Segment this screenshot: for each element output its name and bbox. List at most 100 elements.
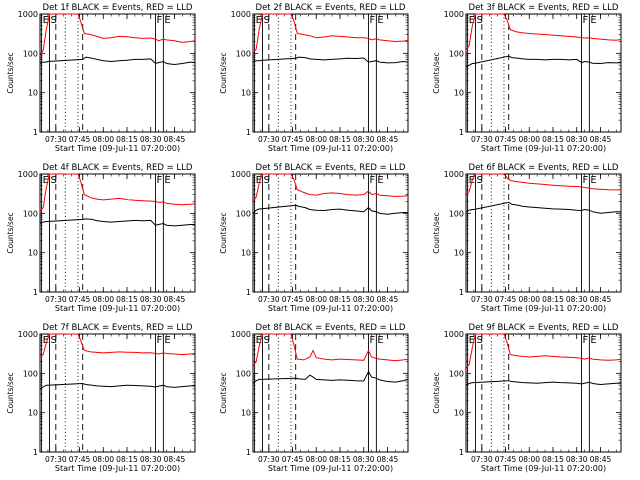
interval-marker-label: E — [377, 175, 383, 186]
x-tick-label: 07:45 — [69, 455, 91, 464]
y-axis-label: Counts/sec — [219, 52, 228, 93]
x-tick-label: 08:30 — [353, 135, 375, 144]
series-line-events — [465, 201, 621, 214]
x-axis-label: Start Time (09-Jul-11 07:20:00) — [55, 304, 180, 313]
plot-frame — [252, 333, 409, 453]
interval-marker-label: E — [164, 15, 170, 26]
x-tick-label: 08:00 — [518, 295, 540, 304]
chart-panel: Det 7f BLACK = Events, RED = LLD 1 10 100 10… — [6, 323, 196, 473]
x-tick-label: 08:15 — [329, 455, 351, 464]
chart-panel: Det 9f BLACK = Events, RED = LLD 1 10 100 10… — [432, 323, 622, 473]
y-tick-label: 100 — [449, 369, 464, 378]
chart-title: Det 6f BLACK = Events, RED = LLD — [469, 163, 619, 173]
y-axis-label: Counts/sec — [6, 212, 15, 253]
series-line-lld — [252, 333, 409, 367]
series-line-lld — [465, 333, 622, 370]
x-tick-label: 08:45 — [377, 135, 399, 144]
y-axis-label: Counts/sec — [6, 52, 15, 93]
x-tick-label: 08:00 — [305, 135, 327, 144]
interval-marker-label: S — [50, 335, 56, 346]
interval-marker-label: F — [156, 175, 162, 186]
interval-marker-label: F — [156, 335, 162, 346]
interval-marker-label: S — [50, 175, 56, 186]
interval-marker-label: S — [476, 15, 482, 26]
y-tick-label: 10 — [454, 409, 464, 418]
x-tick-label: 08:15 — [329, 135, 351, 144]
y-tick-label: 100 — [449, 49, 464, 58]
series-line-events — [252, 56, 409, 64]
y-tick-label: 1000 — [231, 330, 251, 339]
y-tick-label: 10 — [241, 89, 251, 98]
y-tick-label: 1 — [246, 128, 251, 137]
x-tick-label: 07:45 — [69, 295, 91, 304]
y-tick-label: 100 — [23, 369, 38, 378]
interval-marker-label: S — [263, 335, 269, 346]
x-axis-label: Start Time (09-Jul-11 07:20:00) — [55, 144, 180, 153]
y-tick-label: 1000 — [444, 170, 464, 179]
x-tick-label: 07:30 — [471, 295, 493, 304]
chart-title: Det 3f BLACK = Events, RED = LLD — [469, 3, 619, 13]
x-tick-label: 07:30 — [258, 135, 280, 144]
x-tick-label: 08:30 — [140, 295, 162, 304]
chart-title: Det 9f BLACK = Events, RED = LLD — [469, 323, 619, 333]
interval-marker-label: S — [50, 15, 56, 26]
series-line-events — [39, 218, 195, 227]
y-tick-label: 100 — [236, 49, 251, 58]
interval-marker-label: E — [256, 15, 262, 26]
x-tick-label: 08:30 — [353, 455, 375, 464]
x-tick-label: 08:00 — [518, 135, 540, 144]
x-tick-label: 08:00 — [92, 455, 114, 464]
series-line-lld — [252, 173, 409, 202]
x-tick-label: 08:30 — [140, 135, 162, 144]
x-tick-label: 08:00 — [92, 295, 114, 304]
interval-marker-label: E — [43, 335, 49, 346]
x-tick-label: 08:45 — [590, 135, 612, 144]
series-line-events — [465, 55, 622, 68]
x-tick-label: 07:45 — [282, 135, 304, 144]
chart-title: Det 7f BLACK = Events, RED = LLD — [43, 323, 193, 333]
x-axis-label: Start Time (09-Jul-11 07:20:00) — [481, 464, 606, 473]
x-tick-label: 07:30 — [471, 455, 493, 464]
y-tick-label: 1000 — [444, 330, 464, 339]
interval-marker-label: F — [582, 175, 588, 186]
interval-marker-label: E — [43, 175, 49, 186]
interval-marker-label: F — [369, 175, 375, 186]
plot-frame — [39, 333, 196, 453]
y-axis-label: Counts/sec — [432, 372, 441, 413]
x-tick-label: 07:45 — [282, 455, 304, 464]
interval-marker-label: E — [256, 335, 262, 346]
chart-title: Det 5f BLACK = Events, RED = LLD — [256, 163, 406, 173]
y-tick-label: 1000 — [231, 170, 251, 179]
y-tick-label: 1 — [246, 448, 251, 457]
x-tick-label: 08:30 — [140, 455, 162, 464]
x-tick-label: 08:00 — [305, 295, 327, 304]
x-tick-label: 08:45 — [590, 295, 612, 304]
y-axis-label: Counts/sec — [432, 212, 441, 253]
x-tick-label: 08:15 — [116, 295, 138, 304]
x-tick-label: 07:30 — [45, 135, 67, 144]
x-axis-label: Start Time (09-Jul-11 07:20:00) — [55, 464, 180, 473]
x-tick-label: 08:15 — [116, 455, 138, 464]
x-tick-label: 07:45 — [495, 135, 517, 144]
plot-frame — [39, 13, 196, 133]
x-tick-label: 08:15 — [329, 295, 351, 304]
plot-frame — [465, 173, 622, 293]
chart-panel: Det 1f BLACK = Events, RED = LLD 1 10 100 10… — [6, 3, 196, 153]
y-tick-label: 1000 — [18, 170, 38, 179]
x-tick-label: 08:15 — [542, 295, 564, 304]
y-tick-label: 10 — [28, 89, 38, 98]
x-tick-label: 08:00 — [305, 455, 327, 464]
chart-panel: Det 8f BLACK = Events, RED = LLD 1 10 100 10… — [219, 323, 409, 473]
x-tick-label: 07:30 — [471, 135, 493, 144]
series-line-lld — [39, 333, 196, 358]
series-line-events — [39, 56, 196, 66]
chart-title: Det 2f BLACK = Events, RED = LLD — [256, 3, 406, 13]
y-tick-label: 100 — [23, 49, 38, 58]
interval-marker-label: E — [469, 15, 475, 26]
x-tick-label: 08:45 — [377, 455, 399, 464]
y-tick-label: 1000 — [231, 10, 251, 19]
y-tick-label: 100 — [236, 209, 251, 218]
series-line-events — [465, 380, 621, 386]
x-tick-label: 08:00 — [92, 135, 114, 144]
